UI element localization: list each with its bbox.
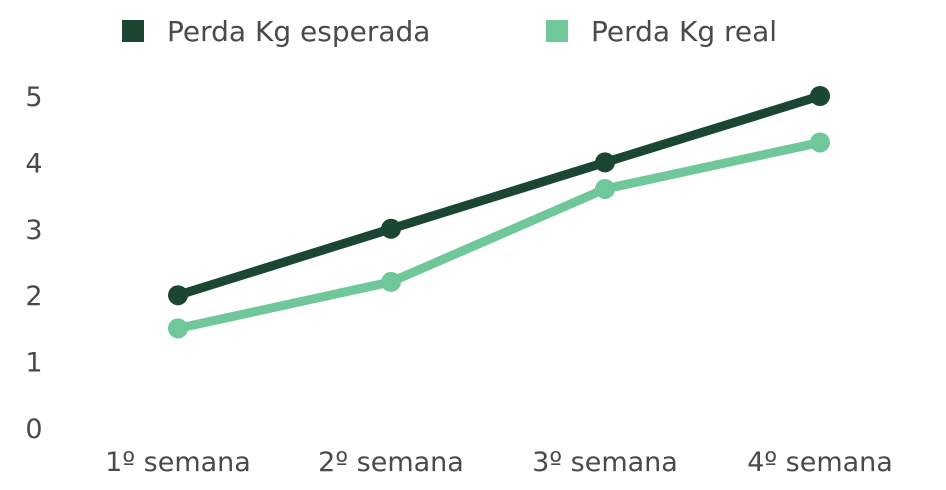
data-point <box>381 218 401 239</box>
y-tick-label: 4 <box>25 148 42 179</box>
x-tick-label: 4º semana <box>747 447 893 478</box>
data-point <box>168 285 188 306</box>
data-point <box>168 318 188 339</box>
y-tick-label: 1 <box>25 348 42 379</box>
data-point <box>810 86 830 106</box>
data-point <box>810 132 830 153</box>
series-line <box>173 91 825 300</box>
y-tick-label: 5 <box>25 82 42 113</box>
y-tick-label: 3 <box>25 215 42 246</box>
y-tick-label: 0 <box>25 414 42 445</box>
series-1 <box>168 86 830 306</box>
x-axis: 1º semana 2º semana 3º semana 4º semana <box>105 447 893 478</box>
plot-area <box>168 86 830 339</box>
y-axis: 0 1 2 3 4 5 <box>25 82 42 445</box>
series-line <box>173 137 825 333</box>
data-point <box>381 271 401 292</box>
legend-label: Perda Kg esperada <box>167 15 430 48</box>
series-2 <box>168 132 830 339</box>
legend-item: Perda Kg real <box>546 15 777 48</box>
x-tick-label: 1º semana <box>105 447 251 478</box>
legend: Perda Kg esperada Perda Kg real <box>122 15 777 48</box>
x-tick-label: 2º semana <box>318 447 464 478</box>
y-tick-label: 2 <box>25 281 42 312</box>
legend-swatch <box>122 20 144 42</box>
data-point <box>595 178 615 199</box>
data-point <box>595 152 615 173</box>
legend-swatch <box>546 20 568 42</box>
legend-item: Perda Kg esperada <box>122 15 430 48</box>
legend-label: Perda Kg real <box>591 15 777 48</box>
x-tick-label: 3º semana <box>532 447 678 478</box>
